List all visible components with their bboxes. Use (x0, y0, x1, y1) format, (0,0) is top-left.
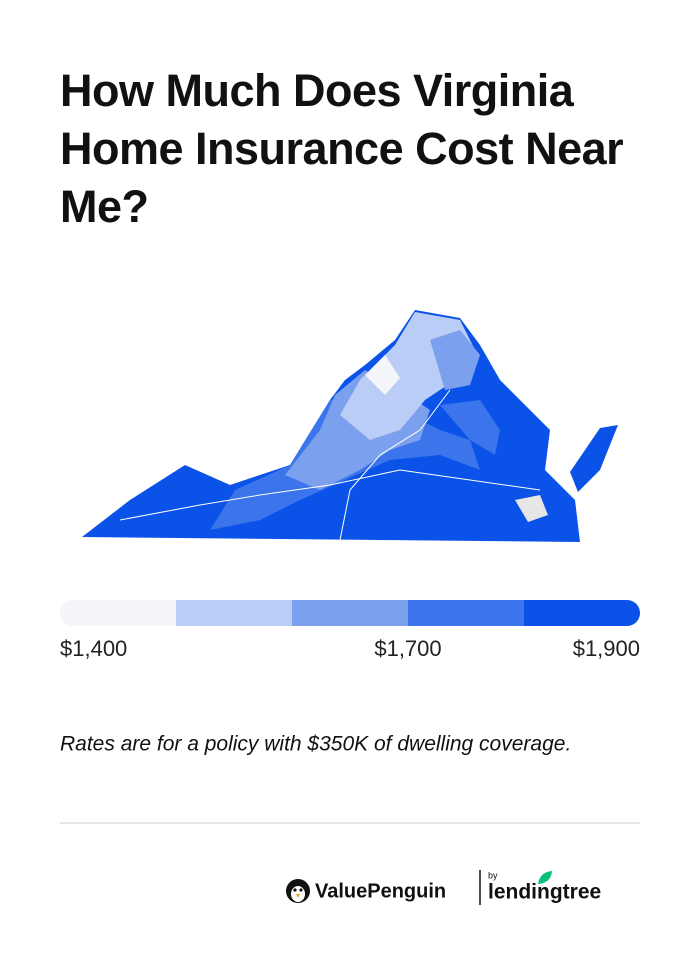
color-scale (60, 600, 640, 626)
by: by (488, 870, 498, 880)
scale-step (176, 600, 293, 626)
note: Rates are for a policy with $350K of dwe… (60, 733, 571, 756)
title: How Much Does Virginia Home Insurance Co… (60, 65, 624, 232)
scale-step (408, 600, 525, 626)
scale-label: $1,700 (374, 636, 441, 661)
virginia-map (82, 310, 618, 542)
scale-step (60, 600, 177, 626)
logo: ValuePenguin by lendingtree (286, 870, 601, 905)
scale-step (292, 600, 409, 626)
scale-label: $1,400 (60, 636, 127, 661)
brand: ValuePenguin (315, 880, 446, 902)
scale-step (524, 600, 640, 626)
partner: lendingtree (488, 881, 601, 904)
scale-label: $1,900 (573, 636, 640, 661)
